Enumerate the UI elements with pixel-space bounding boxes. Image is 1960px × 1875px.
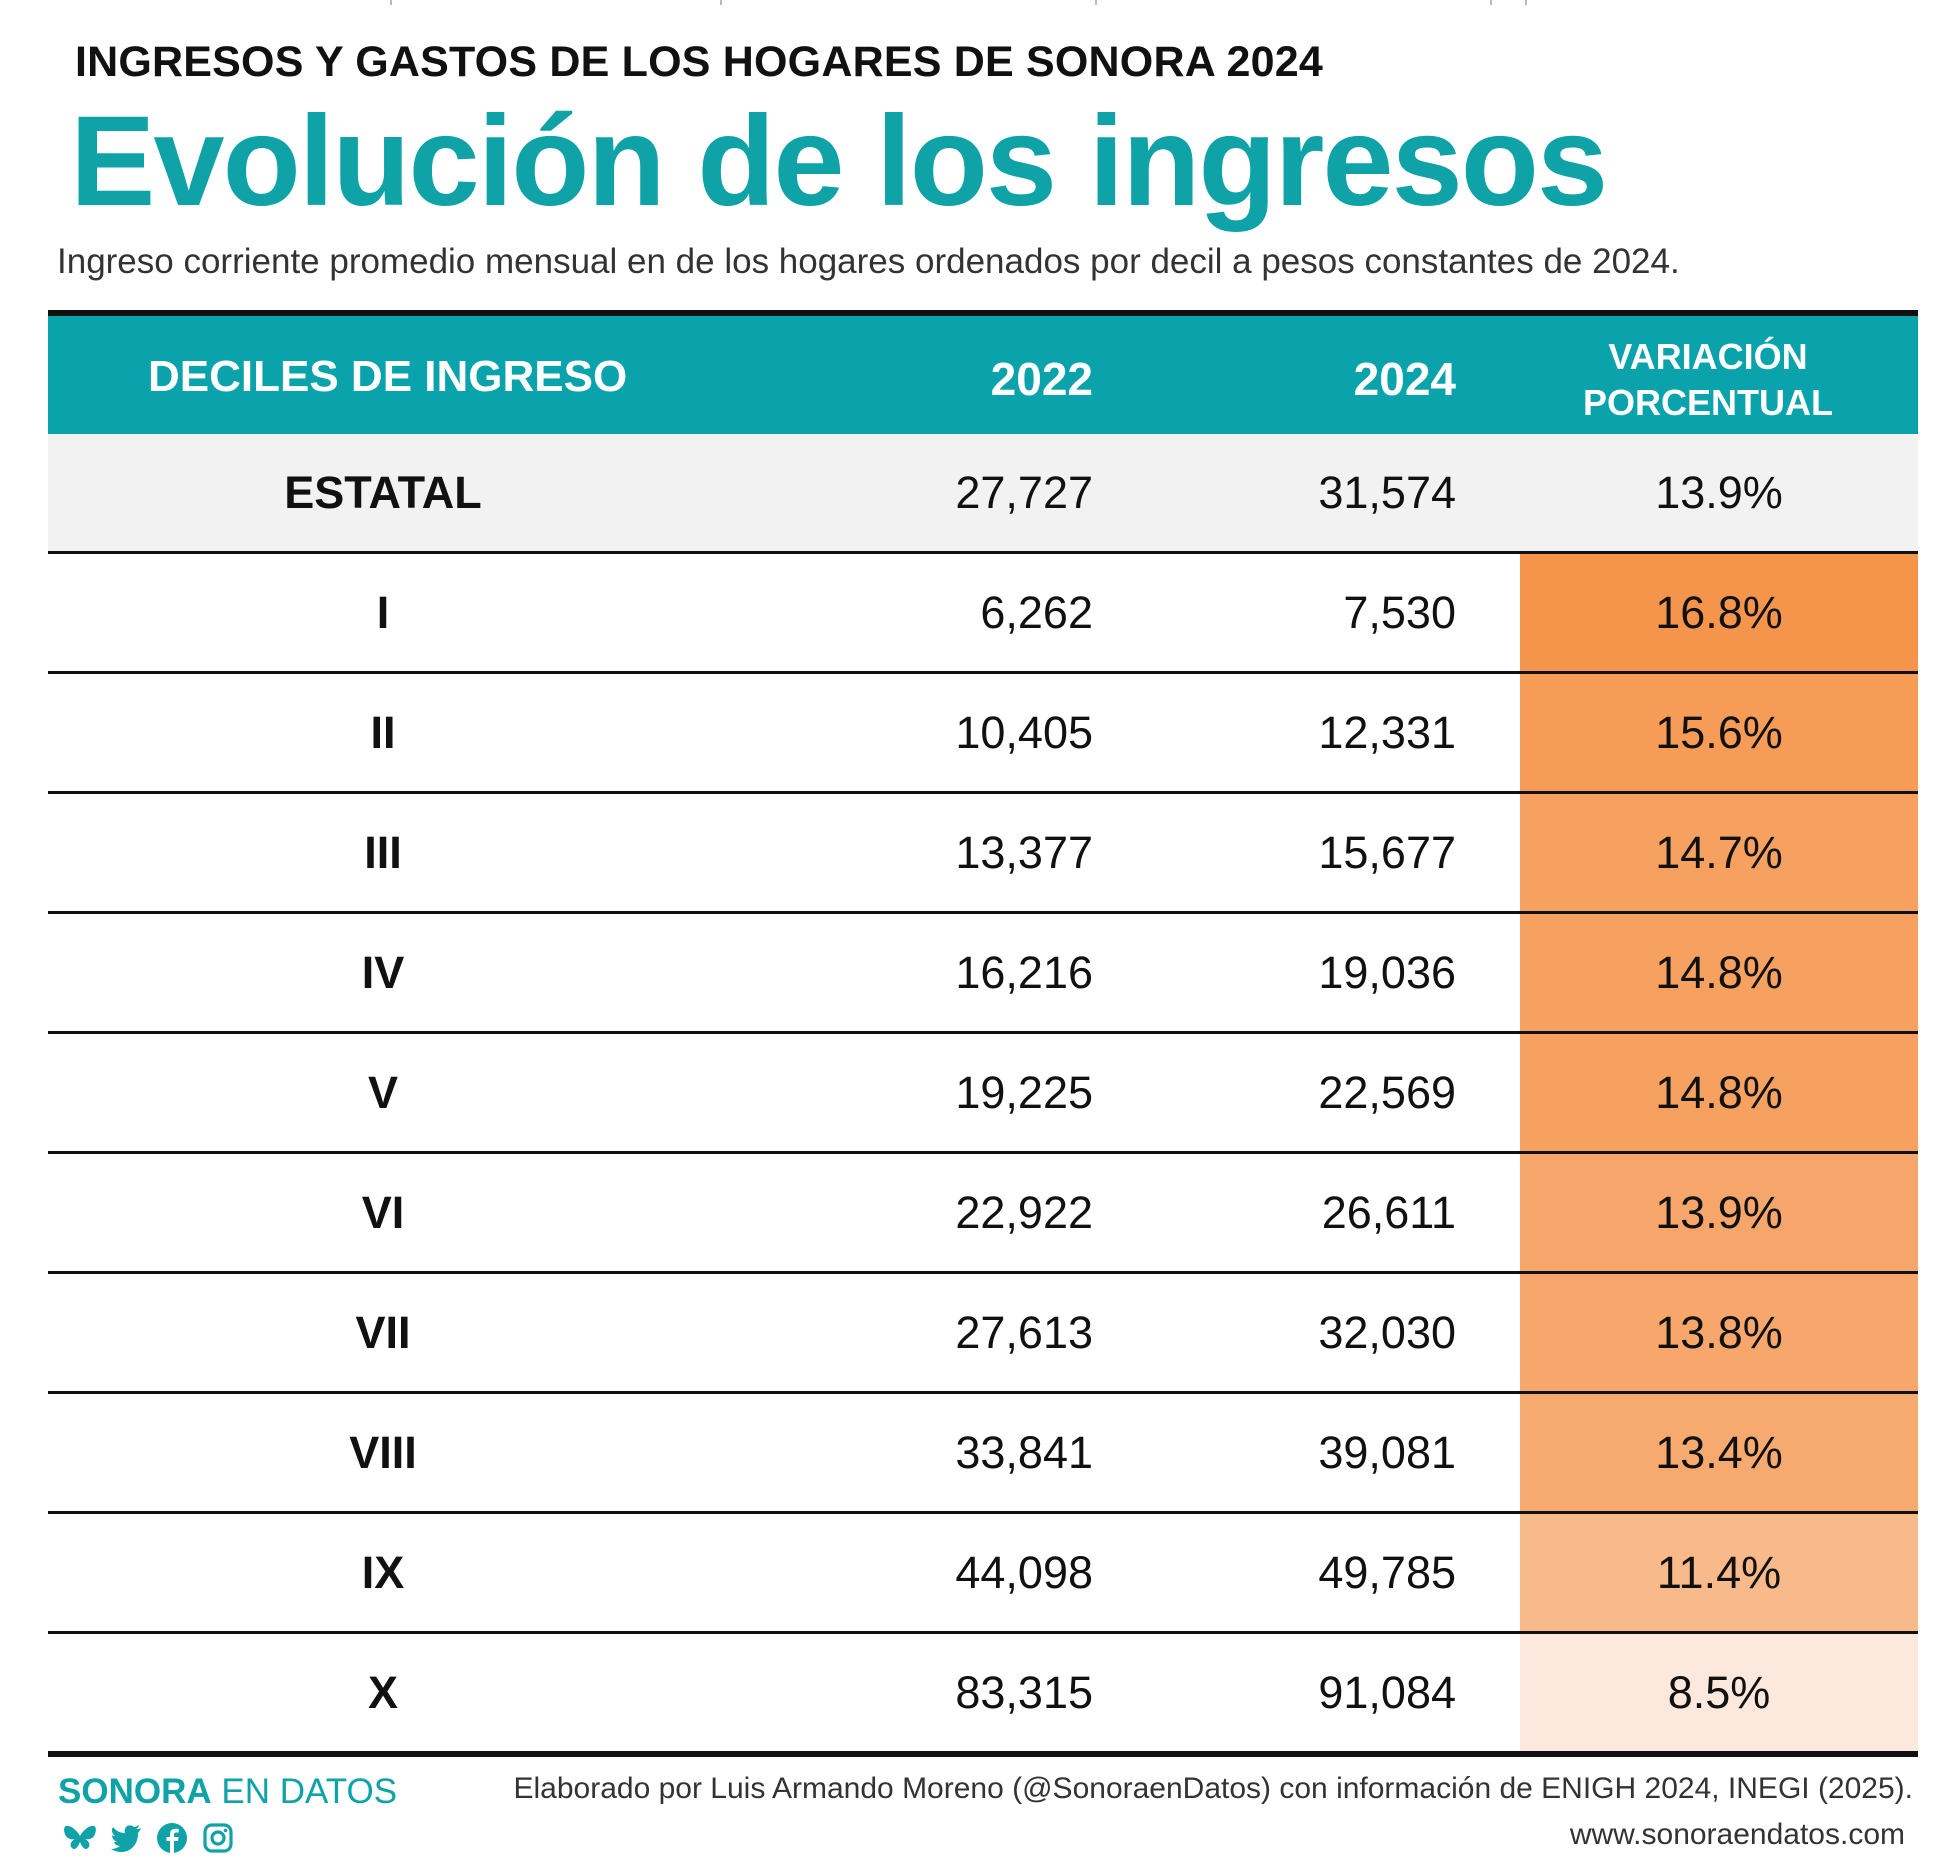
cell-decil: VI bbox=[361, 1187, 405, 1238]
cell-decil: IV bbox=[361, 947, 405, 998]
website-link[interactable]: www.sonoraendatos.com bbox=[1569, 1818, 1905, 1851]
table-row: I 6,262 7,530 16.8% bbox=[48, 554, 1918, 674]
cell-decil: ESTATAL bbox=[284, 467, 482, 518]
cell-2024: 32,030 bbox=[1318, 1307, 1456, 1358]
cell-decil: VIII bbox=[349, 1427, 417, 1478]
page-title: Evolución de los ingresos bbox=[70, 90, 1608, 233]
cell-2022: 6,262 bbox=[980, 587, 1093, 638]
cell-decil: X bbox=[367, 1667, 398, 1718]
bluesky-icon[interactable] bbox=[62, 1820, 98, 1856]
header-2022: 2022 bbox=[990, 353, 1093, 405]
cell-decil: II bbox=[370, 707, 396, 758]
header-variacion-line1: VARIACIÓN bbox=[1608, 336, 1808, 377]
subtitle: Ingreso corriente promedio mensual en de… bbox=[57, 242, 1680, 281]
table-row: VIII 33,841 39,081 13.4% bbox=[48, 1394, 1918, 1514]
table-row: IV 16,216 19,036 14.8% bbox=[48, 914, 1918, 1034]
cell-2024: 39,081 bbox=[1318, 1427, 1456, 1478]
header-decil: DECILES DE INGRESO bbox=[148, 352, 628, 401]
cell-variacion: 14.8% bbox=[1520, 914, 1918, 1031]
cell-decil: III bbox=[364, 827, 402, 878]
cell-variacion: 16.8% bbox=[1520, 554, 1918, 671]
instagram-icon[interactable] bbox=[200, 1820, 236, 1856]
cell-2024: 31,574 bbox=[1318, 467, 1456, 518]
brand-bold: SONORA bbox=[58, 1772, 212, 1811]
table-row: VI 22,922 26,611 13.9% bbox=[48, 1154, 1918, 1274]
table-body: ESTATAL 27,727 31,574 13.9% I 6,262 7,530 16.8%… bbox=[48, 434, 1918, 1754]
cell-decil: VII bbox=[355, 1307, 411, 1358]
cell-2024: 12,331 bbox=[1318, 707, 1456, 758]
income-table: DECILES DE INGRESO 2022 2024 VARIACIÓN P… bbox=[48, 310, 1918, 1757]
source-credit: Elaborado por Luis Armando Moreno (@Sono… bbox=[513, 1772, 1913, 1805]
cell-decil: I bbox=[376, 587, 390, 638]
kicker-title: INGRESOS Y GASTOS DE LOS HOGARES DE SONO… bbox=[75, 38, 1323, 86]
cell-2022: 44,098 bbox=[955, 1547, 1093, 1598]
cell-2022: 33,841 bbox=[955, 1427, 1093, 1478]
cell-variacion: 13.4% bbox=[1520, 1394, 1918, 1511]
table-row: III 13,377 15,677 14.7% bbox=[48, 794, 1918, 914]
table-header: DECILES DE INGRESO 2022 2024 VARIACIÓN P… bbox=[48, 316, 1918, 434]
cell-variacion: 13.9% bbox=[1655, 467, 1783, 518]
cell-2022: 22,922 bbox=[955, 1187, 1093, 1238]
cell-2022: 27,613 bbox=[955, 1307, 1093, 1358]
cell-variacion: 14.7% bbox=[1520, 794, 1918, 911]
table-row-estatal: ESTATAL 27,727 31,574 13.9% bbox=[48, 434, 1918, 554]
cell-2024: 22,569 bbox=[1318, 1067, 1456, 1118]
cell-decil: V bbox=[367, 1067, 398, 1118]
cell-2024: 49,785 bbox=[1318, 1547, 1456, 1598]
cell-2022: 83,315 bbox=[955, 1667, 1093, 1718]
cell-2024: 15,677 bbox=[1318, 827, 1456, 878]
cell-variacion: 14.8% bbox=[1520, 1034, 1918, 1151]
header-variacion: VARIACIÓN PORCENTUAL bbox=[1523, 334, 1893, 426]
cell-decil: IX bbox=[361, 1547, 405, 1598]
table-row: II 10,405 12,331 15.6% bbox=[48, 674, 1918, 794]
table-row: X 83,315 91,084 8.5% bbox=[48, 1634, 1918, 1754]
cell-2022: 16,216 bbox=[955, 947, 1093, 998]
table-row: VII 27,613 32,030 13.8% bbox=[48, 1274, 1918, 1394]
cell-variacion: 13.9% bbox=[1520, 1154, 1918, 1271]
top-crop-marks bbox=[0, 0, 1960, 6]
cell-2024: 7,530 bbox=[1343, 587, 1456, 638]
facebook-icon[interactable] bbox=[154, 1820, 190, 1856]
twitter-icon[interactable] bbox=[108, 1820, 144, 1856]
cell-2022: 13,377 bbox=[955, 827, 1093, 878]
cell-2024: 26,611 bbox=[1321, 1187, 1456, 1238]
cell-variacion: 8.5% bbox=[1520, 1634, 1918, 1751]
cell-2022: 10,405 bbox=[955, 707, 1093, 758]
table-top-rule bbox=[48, 310, 1918, 316]
cell-2022: 27,727 bbox=[955, 467, 1093, 518]
header-2024: 2024 bbox=[1353, 353, 1456, 405]
cell-variacion: 11.4% bbox=[1520, 1514, 1918, 1631]
table-bottom-rule bbox=[48, 1751, 1918, 1757]
table-row: IX 44,098 49,785 11.4% bbox=[48, 1514, 1918, 1634]
header-variacion-line2: PORCENTUAL bbox=[1583, 382, 1833, 423]
cell-variacion: 15.6% bbox=[1520, 674, 1918, 791]
cell-variacion: 13.8% bbox=[1520, 1274, 1918, 1391]
brand-light: EN DATOS bbox=[211, 1772, 398, 1811]
cell-2022: 19,225 bbox=[955, 1067, 1093, 1118]
cell-2024: 91,084 bbox=[1318, 1667, 1456, 1718]
brand-logo: SONORA EN DATOS bbox=[58, 1772, 397, 1812]
table-row: V 19,225 22,569 14.8% bbox=[48, 1034, 1918, 1154]
cell-2024: 19,036 bbox=[1318, 947, 1456, 998]
social-icons bbox=[62, 1820, 236, 1860]
